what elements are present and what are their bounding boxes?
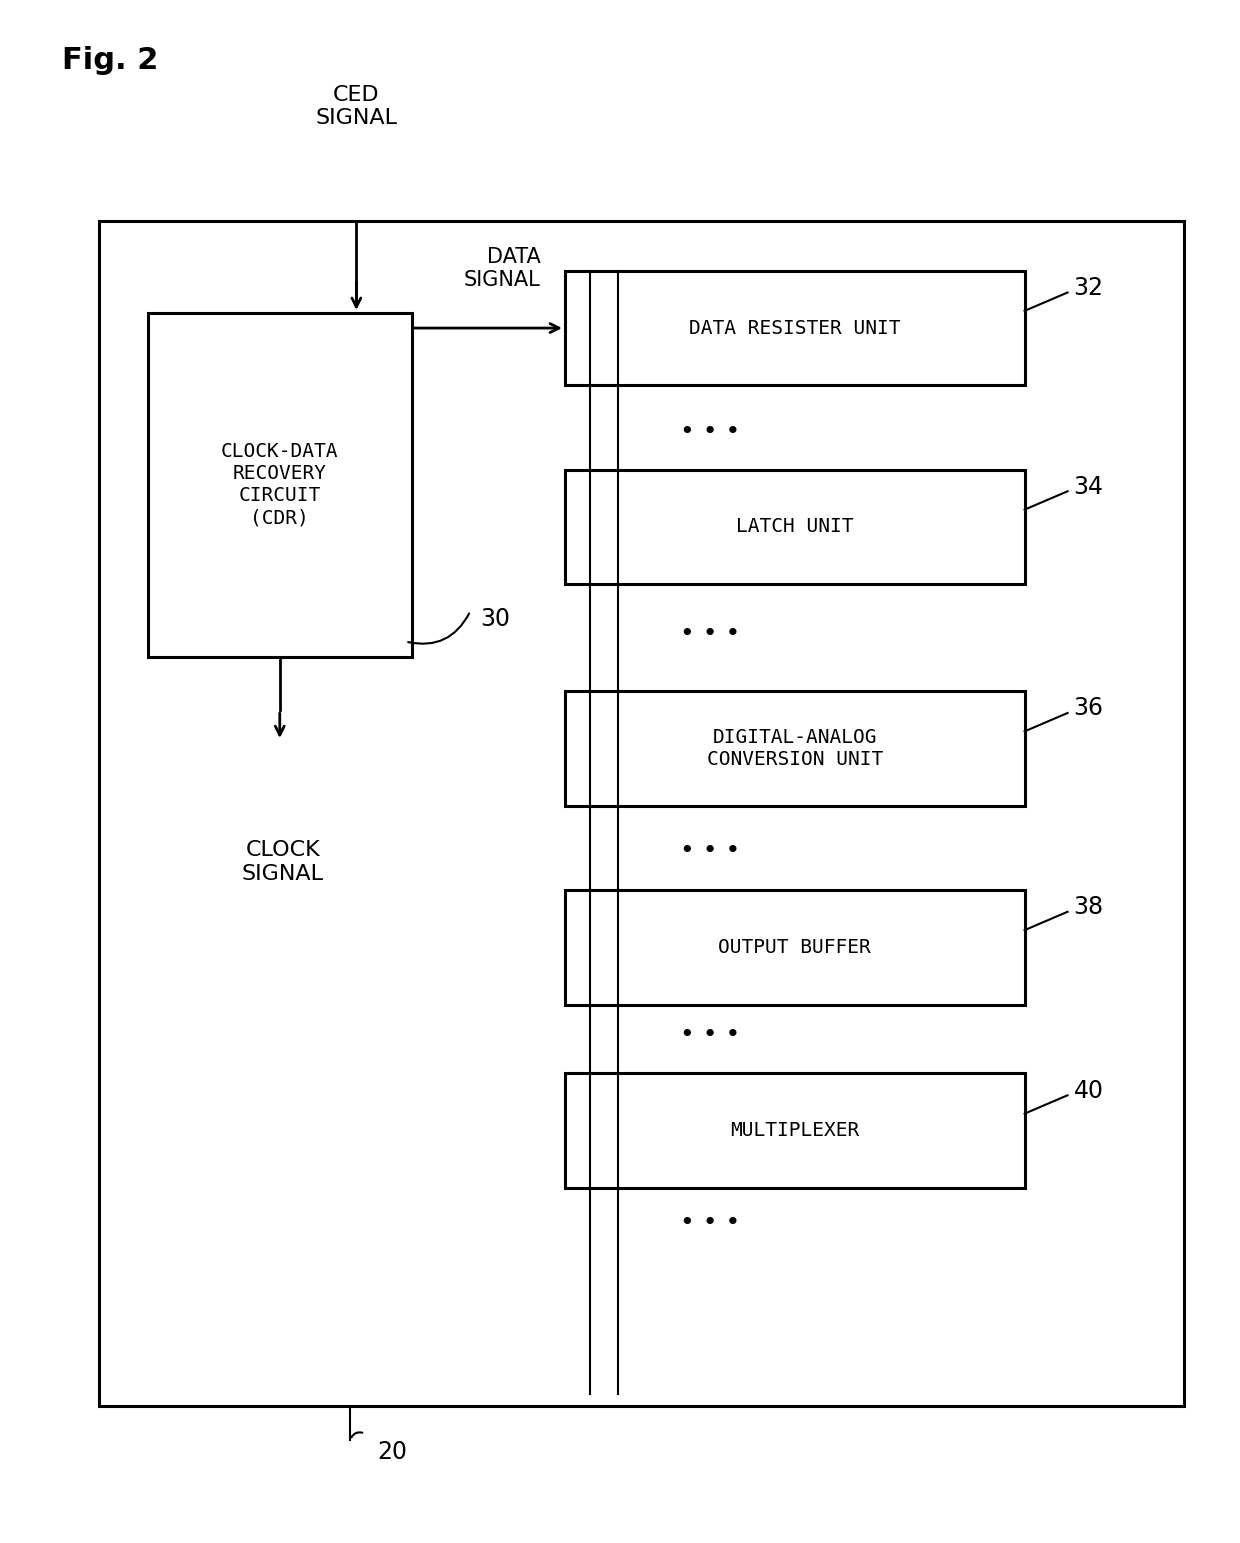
Text: 32: 32 [1074, 276, 1104, 299]
Text: • • •: • • • [680, 622, 740, 647]
Bar [565, 691, 1024, 805]
Bar [148, 313, 412, 657]
Bar [99, 221, 1184, 1406]
Text: DATA
SIGNAL: DATA SIGNAL [464, 247, 541, 290]
Text: 40: 40 [1074, 1079, 1104, 1103]
Text: CLOCK
SIGNAL: CLOCK SIGNAL [242, 841, 324, 884]
Text: DATA RESISTER UNIT: DATA RESISTER UNIT [689, 318, 900, 338]
Text: 36: 36 [1074, 696, 1104, 721]
Text: CLOCK-DATA
RECOVERY
CIRCUIT
(CDR): CLOCK-DATA RECOVERY CIRCUIT (CDR) [221, 443, 339, 528]
Text: 38: 38 [1074, 895, 1104, 920]
Text: • • •: • • • [680, 420, 740, 444]
Text: LATCH UNIT: LATCH UNIT [737, 517, 853, 537]
Text: 30: 30 [480, 606, 510, 631]
Text: MULTIPLEXER: MULTIPLEXER [730, 1122, 859, 1140]
Text: Fig. 2: Fig. 2 [62, 46, 159, 76]
Text: • • •: • • • [680, 1211, 740, 1234]
Bar [565, 270, 1024, 386]
Bar [565, 469, 1024, 585]
Text: • • •: • • • [680, 1023, 740, 1046]
Bar [565, 890, 1024, 1004]
Text: • • •: • • • [680, 839, 740, 863]
Text: DIGITAL-ANALOG
CONVERSION UNIT: DIGITAL-ANALOG CONVERSION UNIT [707, 728, 883, 768]
Text: 20: 20 [377, 1440, 407, 1464]
Bar [565, 1074, 1024, 1188]
Text: CED
SIGNAL: CED SIGNAL [315, 85, 397, 128]
Text: 34: 34 [1074, 475, 1104, 498]
Text: OUTPUT BUFFER: OUTPUT BUFFER [718, 938, 870, 957]
